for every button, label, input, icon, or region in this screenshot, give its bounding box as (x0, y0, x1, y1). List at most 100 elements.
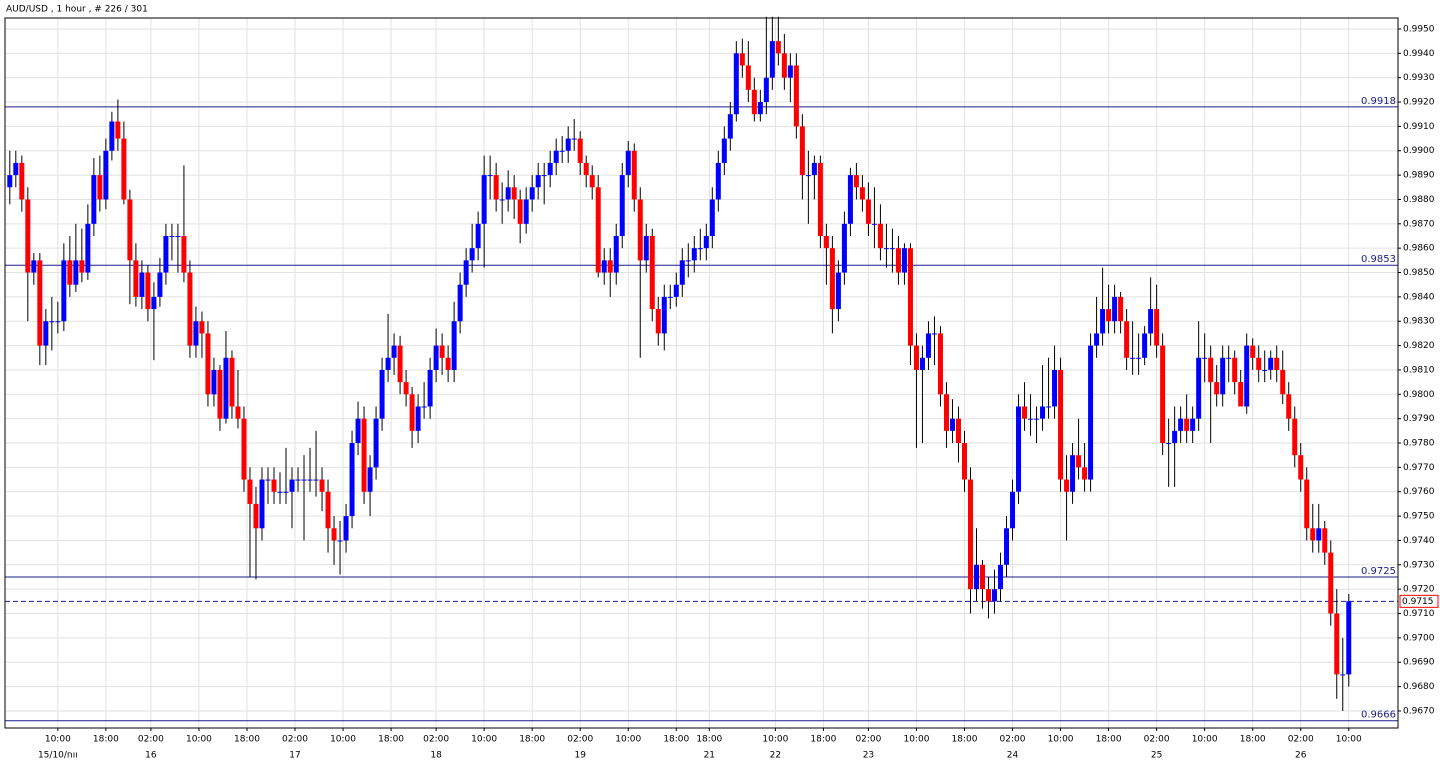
level-label: 0.9666 (1361, 710, 1396, 721)
candle-body (1202, 357, 1208, 359)
y-tick-label: 0.9680 (1403, 682, 1435, 692)
candle-body (1340, 674, 1346, 676)
y-tick-label: 0.9690 (1403, 658, 1435, 668)
candle-body (475, 223, 481, 249)
candle-body (151, 296, 157, 310)
candle-body (175, 235, 181, 237)
candle-body (145, 272, 151, 310)
candle-body (1190, 418, 1196, 431)
candle-body (1286, 394, 1292, 419)
candle-body (115, 121, 121, 139)
candle-body (79, 260, 85, 273)
candle-body (721, 138, 727, 163)
candle-body (505, 187, 511, 200)
candle-body (241, 418, 247, 480)
candle-body (1076, 455, 1082, 468)
candle-body (37, 260, 43, 346)
candle-body (1124, 321, 1130, 358)
candle-body (1178, 418, 1184, 431)
x-tick-label: 10:00 (615, 735, 641, 745)
candle-body (1208, 357, 1214, 383)
levels (5, 106, 1398, 722)
candle-body (427, 369, 433, 407)
candle-body (1334, 613, 1340, 675)
candle-body (511, 187, 517, 200)
candle-body (1064, 479, 1070, 492)
candle-body (181, 235, 187, 273)
candle-body (769, 41, 775, 78)
candle-body (703, 235, 709, 249)
candle-body (613, 235, 619, 273)
candle-body (992, 589, 998, 602)
candle-body (931, 333, 937, 335)
candle-body (1328, 552, 1334, 614)
candle-body (625, 150, 631, 176)
y-tick-label: 0.9840 (1403, 292, 1435, 302)
candle-body (91, 175, 97, 224)
x-tick-label: 02:00 (855, 735, 881, 745)
candle-body (715, 162, 721, 200)
x-tick-label: 10:00 (471, 735, 497, 745)
candle-body (601, 260, 607, 273)
candle-body (445, 357, 451, 370)
candle-body (643, 235, 649, 261)
candle-body (355, 418, 361, 444)
candle-body (265, 479, 271, 481)
candle-body (553, 150, 559, 163)
candle-body (1250, 345, 1256, 358)
candle-body (19, 162, 25, 200)
candle-body (235, 406, 241, 419)
candle-body (565, 138, 571, 151)
candle-body (1016, 406, 1022, 492)
date-label: 26 (1295, 751, 1307, 761)
y-tick-label: 0.9860 (1403, 244, 1435, 254)
candle-body (655, 309, 661, 334)
candle-body (1022, 406, 1028, 419)
x-tick-label: 18:00 (952, 735, 978, 745)
candle-body (43, 321, 49, 346)
candle-body (757, 102, 763, 115)
candle-body (661, 296, 667, 334)
candle-body (1184, 418, 1190, 431)
y-tick-label: 0.9780 (1403, 439, 1435, 449)
candle-body (331, 528, 337, 541)
y-tick-label: 0.9940 (1403, 49, 1435, 59)
candle-body (673, 284, 679, 297)
x-tick-label: 10:00 (903, 735, 929, 745)
candle-body (961, 443, 967, 480)
candle-body (139, 272, 145, 297)
candle-body (1082, 467, 1088, 480)
candle-body (49, 321, 55, 323)
candle-body (223, 357, 229, 419)
candle-body (1244, 345, 1250, 407)
y-tick-label: 0.9910 (1403, 122, 1435, 132)
candle-body (949, 418, 955, 431)
candle-body (751, 89, 757, 115)
grid (5, 18, 1398, 728)
date-label: 21 (704, 751, 715, 761)
candle-body (823, 235, 829, 249)
candle-body (31, 260, 37, 273)
candle-body (697, 248, 703, 250)
x-tick-label: 18:00 (696, 735, 722, 745)
x-tick-label: 18:00 (1096, 735, 1122, 745)
candle-body (595, 187, 601, 273)
plot-frame (4, 17, 1399, 729)
candle-body (559, 150, 565, 152)
candle-body (1226, 357, 1232, 359)
x-tick-label: 10:00 (1048, 735, 1074, 745)
candle-body (1100, 309, 1106, 334)
candle-body (799, 126, 805, 176)
y-tick-label: 0.9760 (1403, 487, 1435, 497)
candle-body (523, 199, 529, 224)
candle-body (1106, 309, 1112, 322)
x-tick-label: 18:00 (519, 735, 545, 745)
candle-body (1292, 418, 1298, 456)
candle-body (631, 150, 637, 200)
date-label: 17 (289, 751, 300, 761)
x-tick-label: 10:00 (1336, 735, 1362, 745)
candle-body (1004, 528, 1010, 565)
candle-body (217, 369, 223, 419)
candle-body (859, 187, 865, 200)
